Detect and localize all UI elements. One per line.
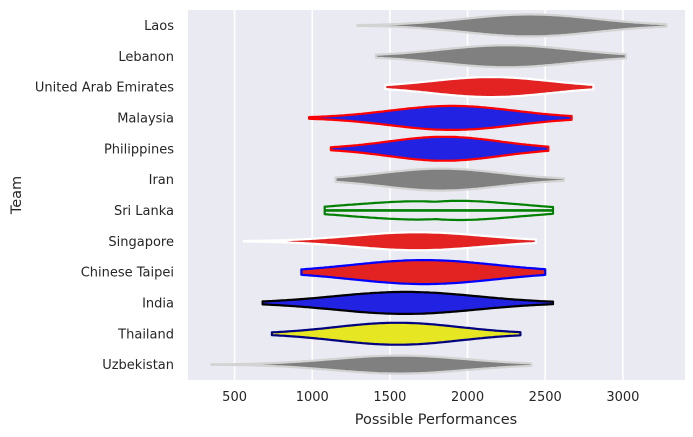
violin	[242, 231, 537, 252]
violin-body	[334, 167, 565, 192]
y-tick-label: Iran	[149, 173, 174, 188]
violin	[329, 135, 550, 162]
x-tick-label: 1000	[296, 390, 329, 405]
violin	[384, 76, 595, 99]
violin-body	[270, 321, 522, 346]
y-tick-label: Chinese Taipei	[81, 266, 174, 281]
violins	[210, 13, 668, 375]
y-tick-label: Laos	[144, 19, 174, 34]
y-tick-label: Uzbekistan	[102, 358, 174, 373]
violin	[374, 44, 628, 69]
violin-body	[242, 231, 537, 252]
y-tick-label: United Arab Emirates	[35, 81, 174, 96]
violin	[308, 104, 573, 131]
y-tick-label: Malaysia	[117, 111, 174, 126]
x-tick-label: 3000	[606, 390, 639, 405]
violin-body	[323, 199, 555, 222]
y-tick-label: Thailand	[117, 327, 174, 342]
violin-body	[308, 104, 573, 131]
plot-background	[188, 10, 685, 380]
violin	[300, 259, 547, 286]
y-tick-label: Singapore	[108, 235, 174, 250]
violin	[270, 321, 522, 346]
y-tick-labels: Laos Lebanon United Arab Emirates Malaysia P…	[35, 19, 174, 373]
y-tick-label: India	[142, 296, 174, 311]
x-tick-labels: 500 1000 1500 2000 2500 3000	[222, 390, 639, 405]
violin	[356, 13, 668, 38]
violin	[261, 290, 555, 315]
grid-lines	[233, 10, 624, 380]
y-tick-label: Sri Lanka	[114, 204, 174, 219]
violin-body	[384, 76, 595, 99]
x-axis-title: Possible Performances	[355, 412, 517, 428]
y-axis-title: Team	[9, 176, 25, 215]
x-tick-label: 1500	[373, 390, 406, 405]
violin-body	[356, 13, 668, 38]
y-tick-label: Lebanon	[118, 50, 174, 65]
violin	[210, 354, 533, 375]
violin	[334, 167, 565, 192]
x-tick-label: 500	[222, 390, 247, 405]
y-tick-label: Philippines	[104, 142, 174, 157]
violin-body	[329, 135, 550, 162]
violin	[323, 199, 555, 222]
violin-body	[210, 354, 533, 375]
violin-body	[374, 44, 628, 69]
x-tick-label: 2000	[451, 390, 484, 405]
x-tick-label: 2500	[529, 390, 562, 405]
violin-body	[300, 259, 547, 286]
violin-body	[261, 290, 555, 315]
